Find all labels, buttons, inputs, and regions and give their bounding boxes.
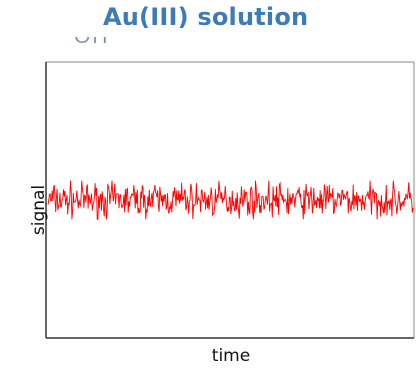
signal-trace xyxy=(47,180,414,220)
cropped-subtitle-text: OH xyxy=(74,37,118,47)
cropped-subtitle-fragment: OH xyxy=(74,37,118,47)
y-axis-label: signal xyxy=(29,185,49,235)
signal-series xyxy=(47,180,414,220)
x-axis-label: time xyxy=(212,346,250,366)
chart-title: Au(III) solution xyxy=(103,3,309,31)
